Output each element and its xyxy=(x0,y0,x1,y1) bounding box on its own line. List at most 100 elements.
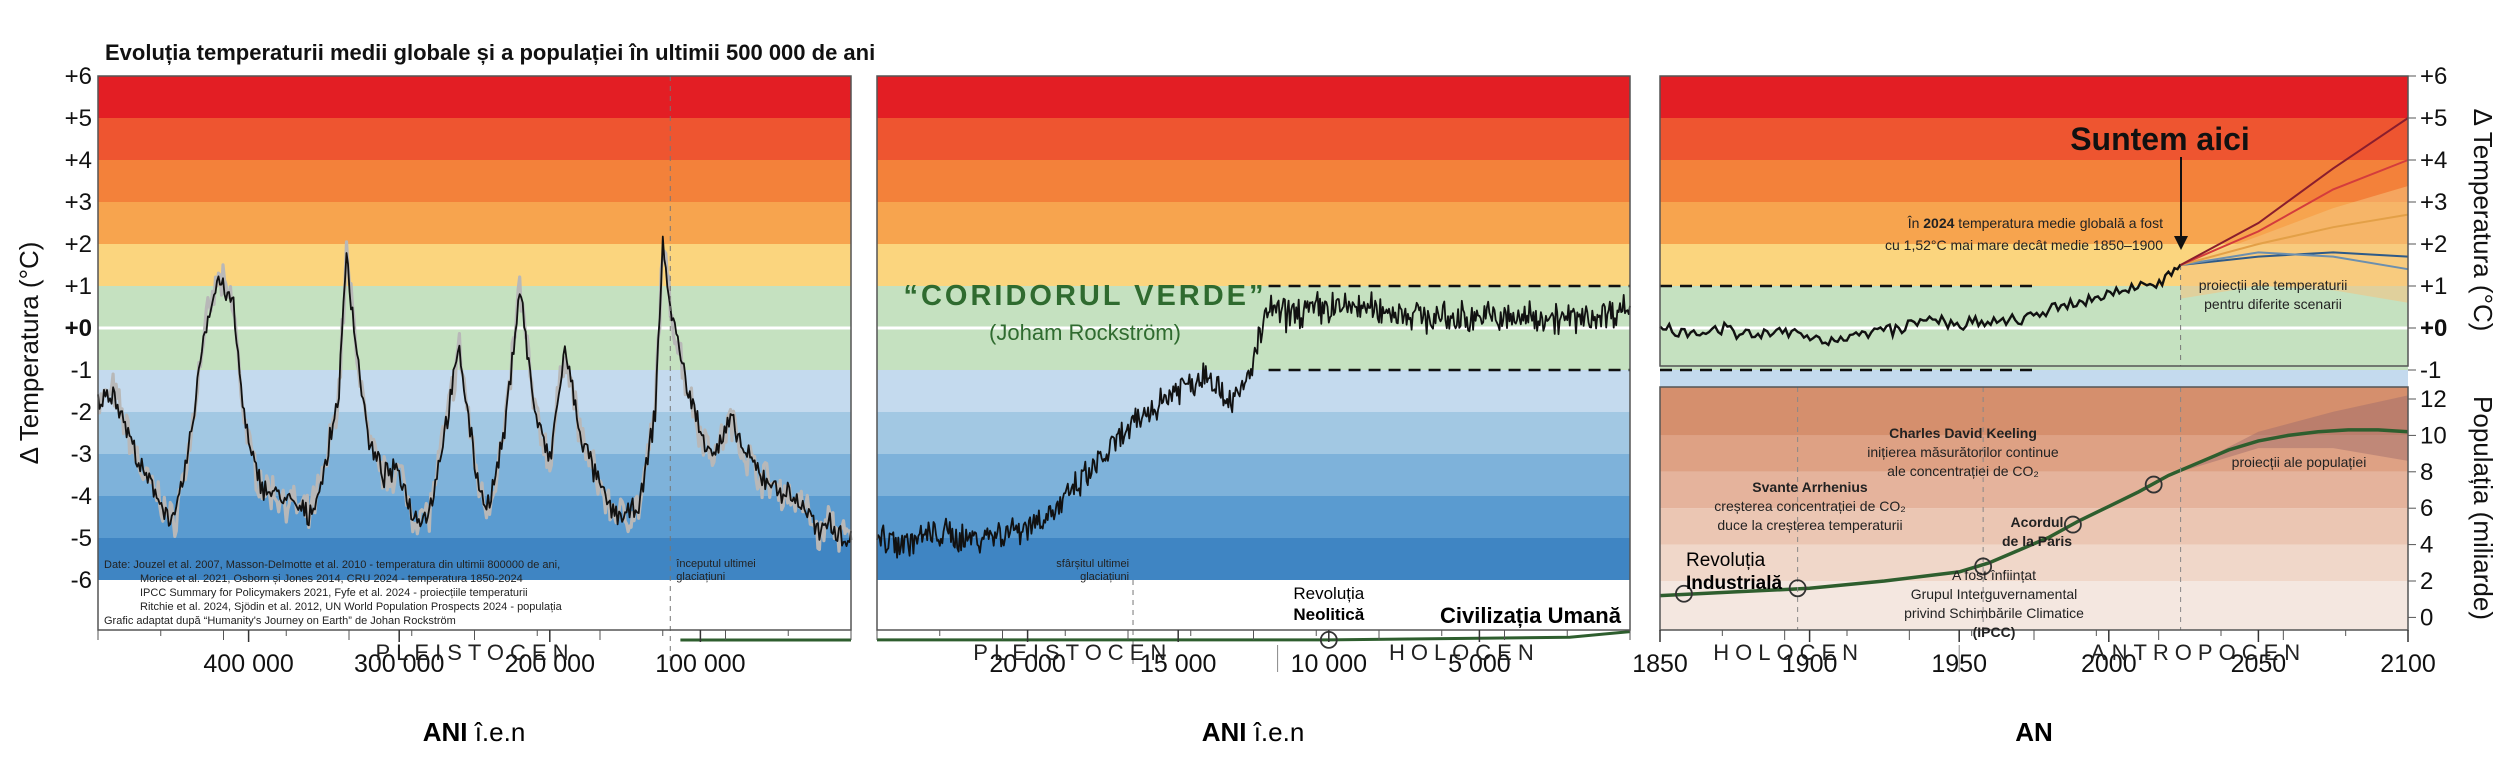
era-label: PLEISTOCEN xyxy=(376,640,575,665)
y-tick-label: -3 xyxy=(71,441,92,468)
lower-area xyxy=(877,580,1630,630)
corridor-author: (Joham Rockström) xyxy=(989,320,1181,345)
x-tick-labels: 20 000 15 000 10 000 5 000 xyxy=(876,630,1631,678)
x-axis-title-2: ANI î.e.n xyxy=(1202,717,1305,747)
temperature-line xyxy=(97,235,852,547)
era-labels: PLEISTOCEN HOLOCEN xyxy=(973,640,1534,672)
population-line xyxy=(1659,428,2409,598)
temp-band xyxy=(877,160,1630,202)
pop-band xyxy=(1660,387,2408,436)
sources-block: Date: Jouzel et al. 2007, Masson-Delmott… xyxy=(104,559,563,627)
y-tick-label: +4 xyxy=(65,147,92,174)
projection-line xyxy=(2180,117,2409,266)
temp-band xyxy=(98,538,851,580)
panel-pleistocene: +6 +5 +4 +3 +2 +1 +0 -1 -2 -3 -4 -5 -6 400 000 300 00… xyxy=(14,63,853,747)
temp-band xyxy=(877,244,1630,286)
era-label: ANTROPOCEN xyxy=(2091,640,2306,665)
x-tick-label: 400 000 xyxy=(203,650,293,678)
y-tick-labels: +6 +5 +4 +3 +2 +1 +0 -1 -2 -3 -4 -5 -6 xyxy=(65,63,92,594)
y-tick-label: 12 xyxy=(2420,386,2447,413)
x-axis-title-1: ANI î.e.n xyxy=(423,717,526,747)
source-line: Morice et al. 2021, Osborn și Jones 2014… xyxy=(140,573,523,585)
source-line: Date: Jouzel et al. 2007, Masson-Delmott… xyxy=(104,559,560,571)
population-bands xyxy=(1660,387,2408,630)
temp-band xyxy=(877,202,1630,244)
y-tick-label: -5 xyxy=(71,525,92,552)
y-tick-label: 0 xyxy=(2420,604,2433,631)
here-title: Suntem aici xyxy=(2070,121,2250,157)
y-tick-label: +6 xyxy=(65,63,92,90)
source-line: Ritchie et al. 2024, Sjödin et al. 2012,… xyxy=(140,601,563,613)
y-tick-label: +0 xyxy=(65,315,92,342)
ipcc-note: Grupul Interguvernamental xyxy=(1911,586,2078,602)
temp-band xyxy=(98,160,851,202)
annotations: Suntem aici În 2024 temperatura medie glo… xyxy=(1885,121,2347,312)
annotations: “CORIDORUL VERDE” (Joham Rockström) sfârși… xyxy=(903,280,1621,628)
y-tick-label: 10 xyxy=(2420,422,2447,449)
temp-band xyxy=(1660,286,2408,328)
temp-band xyxy=(877,370,1630,412)
projection-line xyxy=(2180,251,2409,271)
temp-band xyxy=(98,244,851,286)
pop-band xyxy=(1660,435,2408,472)
here-text-1: În 2024 temperatura medie globală a fost xyxy=(1907,215,2163,231)
glaciation-end-note: glaciațiuni xyxy=(1080,571,1129,583)
projection-label: pentru diferite scenarii xyxy=(2204,296,2342,312)
temp-band xyxy=(877,76,1630,118)
panel-modern-temperature: +6 +5 +4 +3 +2 +1 +0 -1 Suntem aici În 2024 temp… xyxy=(1659,63,2498,412)
x-tick-label: 100 000 xyxy=(655,650,745,678)
lower-area xyxy=(98,580,851,630)
chart-title: Evoluția temperaturii medii globale și a… xyxy=(105,40,875,65)
y-tick-labels: 12 10 8 6 4 2 0 xyxy=(2408,386,2447,631)
y-tick-label: -6 xyxy=(71,567,92,594)
temperature-series xyxy=(876,284,1631,664)
pop-band xyxy=(1660,544,2408,581)
event-marker xyxy=(1788,579,1807,598)
y-tick-label: -1 xyxy=(71,357,92,384)
y-tick-label: +3 xyxy=(65,189,92,216)
note-line: glaciațiuni xyxy=(676,571,725,583)
keeling-note: inițierea măsurătorilor continue xyxy=(1867,444,2059,460)
y-tick-label: +2 xyxy=(65,231,92,258)
y-tick-label: +0 xyxy=(2420,315,2447,342)
revolution-label: Neolitică xyxy=(1293,605,1364,624)
temperature-series xyxy=(97,76,853,664)
event-marker xyxy=(1974,557,1993,576)
panel-frame xyxy=(1659,75,2409,367)
x-tick-label: 5 000 xyxy=(1448,650,1511,678)
civilization-label: Civilizația Umană xyxy=(1440,603,1622,628)
y-tick-label: -4 xyxy=(71,483,92,510)
temp-band xyxy=(1660,160,2408,202)
era-label: PLEISTOCEN xyxy=(973,640,1172,665)
ipcc-note: privind Schimbările Climatice xyxy=(1904,605,2084,621)
temperature-line xyxy=(1659,263,2182,347)
y-tick-label: -2 xyxy=(71,399,92,426)
source-line: IPCC Summary for Policymakers 2021, Fyfe… xyxy=(140,587,528,599)
era-label: HOLOCEN xyxy=(1713,640,1864,665)
here-arrowhead xyxy=(2174,236,2188,250)
paris-note: Acordul xyxy=(2011,514,2064,530)
era-labels: HOLOCEN ANTROPOCEN xyxy=(1713,640,2306,672)
population-line xyxy=(877,630,1631,642)
y-tick-label: +2 xyxy=(2420,231,2447,258)
source-line: Grafic adaptat după “Humanity's Journey … xyxy=(104,615,456,627)
arrhenius-note: duce la creșterea temperaturii xyxy=(1717,517,1902,533)
y-tick-label: 2 xyxy=(2420,568,2433,595)
pop-band xyxy=(1660,581,2408,618)
note-line: începutul ultimei xyxy=(675,558,756,570)
y-tick-label: +3 xyxy=(2420,189,2447,216)
y-tick-label: +4 xyxy=(2420,147,2447,174)
revolution-label: Revoluția xyxy=(1293,584,1364,603)
temp-band xyxy=(98,118,851,160)
temp-band xyxy=(98,496,851,538)
temp-band xyxy=(1660,328,2408,370)
x-tick-labels: 1850 1900 1950 2000 2050 2100 xyxy=(1632,630,2436,678)
x-tick-label: 200 000 xyxy=(505,650,595,678)
temp-band xyxy=(877,118,1630,160)
projection-fan xyxy=(2180,186,2408,303)
temp-band xyxy=(98,370,851,412)
temperature-series xyxy=(1659,117,2409,372)
industrial-label: Industrială xyxy=(1686,573,1783,594)
